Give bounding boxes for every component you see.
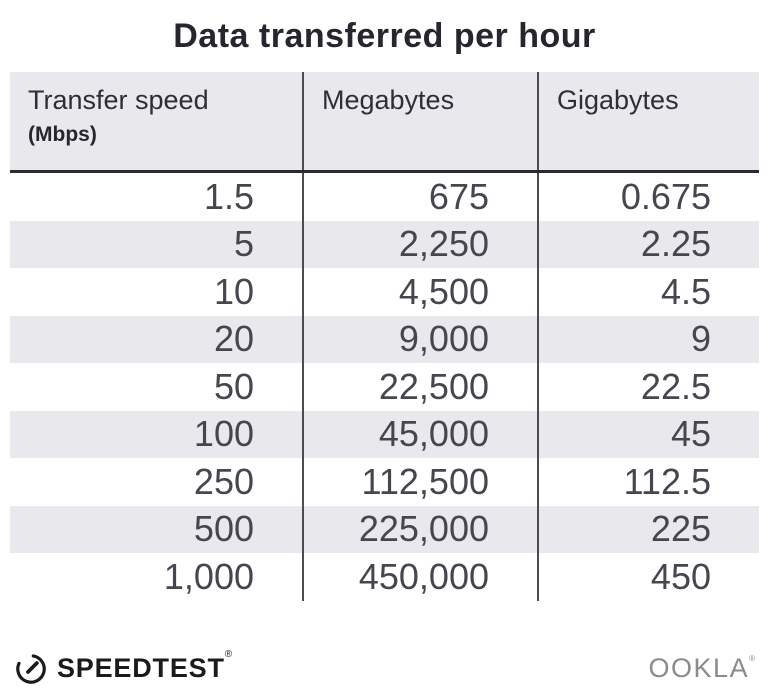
table-cell: 4.5	[537, 268, 759, 316]
table-cell: 1.5	[203, 175, 254, 217]
table-row: 5 2,250 2.25	[10, 220, 759, 268]
table-cell: 225,000	[302, 505, 538, 553]
table-cell: 250	[193, 460, 254, 502]
table-row: 250 112,500 112.5	[10, 458, 759, 506]
table-row: 10 4,500 4.5	[10, 268, 759, 316]
table-cell: 500	[10, 505, 303, 553]
ookla-registered-mark: ®	[749, 654, 755, 663]
table-cell: 450	[537, 553, 759, 601]
page-title: Data transferred per hour	[173, 17, 596, 55]
table-row: 100 45,000 45	[10, 410, 759, 458]
speedtest-gauge-icon	[16, 654, 46, 684]
ookla-wordmark: OOKLA	[648, 653, 750, 683]
table-cell: 9,000	[302, 315, 538, 363]
speedtest-logo: SPEEDTEST®	[14, 649, 233, 685]
table-cell: 675	[302, 171, 538, 221]
table-cell: 112.5	[537, 458, 759, 506]
column-header-transfer-speed: Transfer speed (Mbps)	[10, 72, 303, 173]
column-header-label: Megabytes	[322, 85, 455, 115]
table-cell: 2.25	[537, 220, 759, 268]
table-row: 20 9,000 9	[10, 315, 759, 363]
table-cell: 112,500	[302, 458, 538, 506]
column-header-label: Gigabytes	[557, 85, 679, 115]
table-cell: 22,500	[302, 363, 538, 411]
table-cell: 9	[537, 315, 759, 363]
speedtest-registered-mark: ®	[224, 649, 233, 660]
table-cell: 2,250	[302, 220, 538, 268]
data-table-container: Transfer speed (Mbps) Megabytes Gigabyte…	[10, 72, 759, 601]
table-row: 1.5 675 0.675	[10, 171, 759, 221]
column-header-sublabel: (Mbps)	[28, 123, 97, 146]
column-header-gigabytes: Gigabytes	[537, 72, 759, 173]
table-cell: 50	[213, 365, 254, 407]
table-row: 1,000 450,000 450	[10, 553, 759, 601]
column-header-megabytes: Megabytes	[302, 72, 538, 173]
header-row: Transfer speed (Mbps) Megabytes Gigabyte…	[10, 72, 759, 173]
table-body: 1.5 675 0.675 5 2,250 2.25 10 4,500 4.5 20 9,000 9 5…	[10, 171, 759, 601]
table-cell: 1,000	[163, 555, 254, 597]
column-header-label: Transfer speed	[28, 85, 209, 115]
speedtest-wordmark: SPEEDTEST	[57, 653, 225, 683]
data-table: Transfer speed (Mbps) Megabytes Gigabyte…	[10, 72, 759, 601]
table-cell: 0.675	[537, 171, 759, 221]
table-cell: 10	[213, 270, 254, 312]
table-row: 500 225,000 225	[10, 505, 759, 553]
table-cell: 45	[537, 410, 759, 458]
table-cell: 22.5	[537, 363, 759, 411]
table-cell: 20	[10, 315, 303, 363]
table-cell: 45,000	[302, 410, 538, 458]
table-cell: 100	[10, 410, 303, 458]
table-row: 50 22,500 22.5	[10, 363, 759, 411]
footer: SPEEDTEST® OOKLA ®	[14, 648, 755, 688]
table-header: Transfer speed (Mbps) Megabytes Gigabyte…	[10, 72, 759, 173]
table-cell: 450,000	[302, 553, 538, 601]
table-cell: 5	[10, 220, 303, 268]
ookla-logo: OOKLA ®	[649, 654, 755, 682]
table-cell: 4,500	[302, 268, 538, 316]
table-cell: 225	[537, 505, 759, 553]
